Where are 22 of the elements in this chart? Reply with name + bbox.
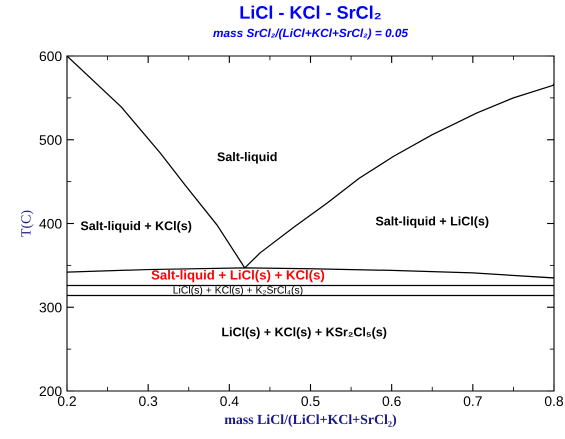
x-tick-label: 0.4	[220, 396, 239, 406]
y-tick-label: 500	[40, 135, 62, 145]
x-axis-title: mass LiCl/(LiCl+KCl+SrCl₂)	[224, 414, 396, 427]
annotation: LiCl(s) + KCl(s) + KSr₂Cl₅(s)	[222, 327, 386, 339]
chart-title: LiCl - KCl - SrCl₂	[240, 6, 381, 20]
annotation: Salt-liquid + LiCl(s) + KCl(s)	[151, 270, 324, 282]
x-tick-label: 0.3	[139, 396, 158, 406]
y-axis-title: T(C)	[20, 210, 34, 237]
annotation: Salt-liquid + KCl(s)	[80, 221, 192, 233]
x-tick-label: 0.6	[382, 396, 401, 406]
x-tick-label: 0.7	[464, 396, 482, 406]
x-tick-label: 0.2	[58, 396, 76, 406]
annotation: LiCl(s) + KCl(s) + K₂SrCl₄(s)	[174, 286, 302, 296]
y-tick-label: 400	[39, 218, 62, 229]
x-tick-label: 0.8	[544, 396, 564, 406]
annotation: Salt-liquid	[217, 152, 277, 164]
y-tick-label: 300	[40, 302, 62, 312]
y-tick-label: 200	[40, 386, 62, 396]
x-tick-label: 0.5	[301, 396, 320, 406]
annotation: Salt-liquid + LiCl(s)	[376, 216, 488, 228]
y-tick-label: 600	[40, 51, 62, 62]
chart-subtitle: mass SrCl₂/(LiCl+KCl+SrCl₂) = 0.05	[213, 28, 408, 40]
